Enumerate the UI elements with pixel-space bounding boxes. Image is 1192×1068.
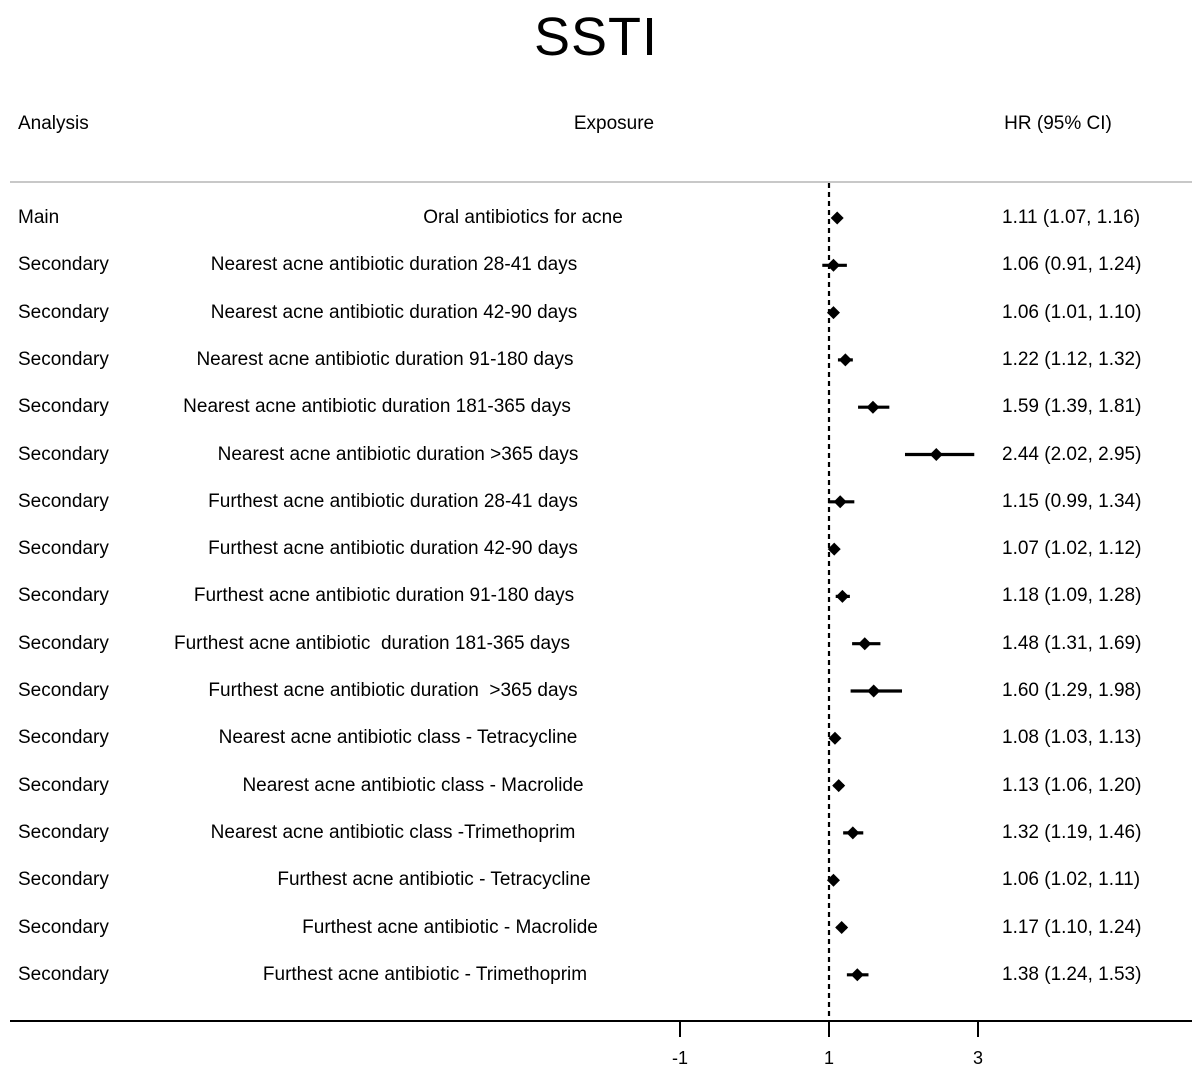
point-estimate (867, 684, 881, 698)
exposure-cell: Furthest acne antibiotic duration >365 d… (208, 680, 578, 701)
hr-ci-cell: 1.60 (1.29, 1.98) (1002, 680, 1142, 701)
table-row: Secondary Nearest acne antibiotic class -… (0, 774, 1192, 798)
exposure-cell: Nearest acne antibiotic duration 42-90 d… (210, 301, 578, 323)
table-row: Secondary Furthest acne antibiotic durati… (0, 632, 1192, 656)
point-estimate (929, 448, 943, 461)
exposure-cell: Furthest acne antibiotic - Tetracycline (277, 869, 591, 891)
analysis-cell: Secondary (18, 443, 109, 465)
point-estimate (858, 637, 872, 651)
analysis-cell: Secondary (18, 774, 109, 796)
point-estimate (846, 826, 860, 840)
x-tick-label: 3 (973, 1048, 983, 1068)
exposure-cell: Nearest acne antibiotic duration >365 da… (217, 443, 579, 465)
hr-ci-cell: 1.11 (1.07, 1.16) (1002, 207, 1141, 228)
point-estimate (838, 353, 852, 367)
hr-ci-cell: 1.17 (1.10, 1.24) (1002, 916, 1142, 938)
table-row: Secondary Furthest acne antibiotic durati… (0, 537, 1192, 561)
analysis-cell: Secondary (18, 254, 109, 276)
hr-ci-cell: 1.06 (1.01, 1.10) (1002, 301, 1142, 323)
table-row: Secondary Nearest acne antibiotic class -… (0, 726, 1192, 750)
exposure-cell: Furthest acne antibiotic - Macrolide (302, 916, 598, 938)
exposure-cell: Furthest acne antibiotic duration 181-36… (173, 632, 571, 654)
analysis-cell: Secondary (18, 301, 109, 323)
table-row: Main Oral antibiotics for acne 1.11 (1.07,… (0, 206, 1192, 230)
x-tick-label: 1 (824, 1048, 834, 1068)
hr-ci-cell: 1.18 (1.09, 1.28) (1002, 585, 1142, 607)
table-row: Secondary Nearest acne antibiotic duratio… (0, 253, 1192, 277)
point-estimate (830, 211, 844, 225)
exposure-cell: Nearest acne antibiotic class - Tetracyc… (218, 727, 578, 749)
analysis-cell: Secondary (18, 396, 109, 418)
chart-title: SSTI (533, 7, 659, 67)
table-row: Secondary Furthest acne antibiotic durati… (0, 490, 1192, 514)
exposure-cell: Nearest acne antibiotic class - Macrolid… (242, 774, 584, 796)
table-row: Secondary Nearest acne antibiotic class -… (0, 821, 1192, 845)
table-row: Secondary Furthest acne antibiotic - Macr… (0, 916, 1192, 940)
analysis-cell: Secondary (18, 916, 109, 938)
analysis-cell: Secondary (18, 869, 109, 891)
point-estimate (832, 779, 846, 793)
hr-ci-cell: 1.06 (1.02, 1.11) (1002, 869, 1141, 891)
analysis-cell: Secondary (18, 727, 109, 749)
hr-ci-cell: 1.32 (1.19, 1.46) (1002, 821, 1142, 843)
column-header-exposure: Exposure (573, 113, 655, 134)
point-estimate (826, 258, 840, 272)
header-divider (10, 181, 1192, 183)
hr-ci-cell: 1.22 (1.12, 1.32) (1002, 348, 1142, 370)
exposure-cell: Furthest acne antibiotic duration 28-41 … (208, 490, 578, 512)
exposure-cell: Nearest acne antibiotic duration 28-41 d… (210, 254, 578, 276)
point-estimate (826, 873, 840, 887)
point-estimate (827, 542, 841, 556)
hr-ci-cell: 1.07 (1.02, 1.12) (1002, 538, 1142, 560)
hr-ci-cell: 1.48 (1.31, 1.69) (1002, 632, 1142, 654)
point-estimate (833, 495, 847, 509)
analysis-cell: Secondary (18, 538, 109, 560)
hr-ci-cell: 1.13 (1.06, 1.20) (1002, 774, 1142, 796)
hr-ci-cell: 1.15 (0.99, 1.34) (1002, 490, 1142, 512)
table-row: Secondary Nearest acne antibiotic duratio… (0, 301, 1192, 325)
column-header-analysis: Analysis (18, 113, 89, 134)
hr-ci-cell: 1.08 (1.03, 1.13) (1002, 727, 1142, 749)
table-row: Secondary Nearest acne antibiotic duratio… (0, 443, 1192, 467)
exposure-cell: Nearest acne antibiotic duration 181-365… (183, 396, 571, 418)
analysis-cell: Secondary (18, 680, 109, 701)
table-row: Secondary Furthest acne antibiotic - Tetr… (0, 868, 1192, 892)
point-estimate (850, 968, 864, 982)
analysis-cell: Secondary (18, 490, 109, 512)
exposure-cell: Oral antibiotics for acne (423, 207, 623, 228)
analysis-cell: Secondary (18, 963, 109, 985)
hr-ci-cell: 1.59 (1.39, 1.81) (1002, 396, 1142, 418)
table-row: Secondary Furthest acne antibiotic durati… (0, 584, 1192, 608)
hr-ci-cell: 1.38 (1.24, 1.53) (1002, 963, 1142, 985)
analysis-cell: Secondary (18, 348, 109, 370)
exposure-cell: Nearest acne antibiotic duration 91-180 … (196, 348, 574, 370)
exposure-cell: Furthest acne antibiotic duration 42-90 … (208, 538, 578, 560)
x-tick-label: -1 (672, 1048, 688, 1068)
analysis-cell: Secondary (18, 821, 109, 843)
exposure-cell: Furthest acne antibiotic duration 91-180… (193, 585, 575, 607)
table-row: Secondary Furthest acne antibiotic - Trim… (0, 963, 1192, 987)
exposure-cell: Furthest acne antibiotic - Trimethoprim (262, 963, 588, 985)
point-estimate (828, 731, 842, 745)
table-row: Secondary Nearest acne antibiotic duratio… (0, 348, 1192, 372)
hr-ci-cell: 1.06 (0.91, 1.24) (1002, 254, 1142, 276)
hr-ci-cell: 2.44 (2.02, 2.95) (1002, 443, 1142, 465)
point-estimate (826, 306, 840, 320)
analysis-cell: Main (18, 207, 60, 228)
table-row: Secondary Furthest acne antibiotic durati… (0, 679, 1192, 703)
table-row: Secondary Nearest acne antibiotic duratio… (0, 395, 1192, 419)
point-estimate (835, 921, 849, 934)
point-estimate (866, 400, 880, 414)
point-estimate (835, 589, 849, 603)
column-header-hr: HR (95% CI) (1004, 113, 1112, 134)
exposure-cell: Nearest acne antibiotic class -Trimethop… (210, 821, 576, 843)
analysis-cell: Secondary (18, 585, 109, 607)
analysis-cell: Secondary (18, 632, 109, 654)
